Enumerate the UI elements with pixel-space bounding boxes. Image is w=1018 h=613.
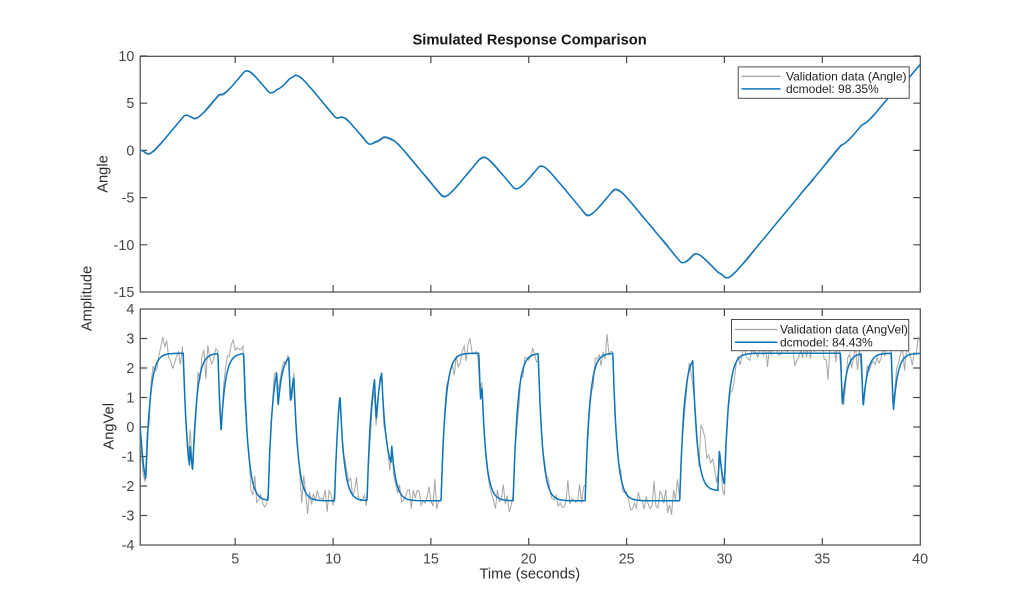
- svg-text:40: 40: [912, 552, 928, 568]
- svg-text:10: 10: [325, 552, 341, 568]
- svg-text:15: 15: [423, 552, 439, 568]
- svg-text:0: 0: [126, 420, 134, 436]
- svg-text:Simulated Response Comparison: Simulated Response Comparison: [412, 33, 646, 49]
- svg-text:Angle: Angle: [95, 155, 111, 193]
- svg-text:dcmodel: 84.43%: dcmodel: 84.43%: [780, 335, 873, 349]
- svg-text:-2: -2: [122, 479, 135, 495]
- svg-text:4: 4: [126, 302, 134, 318]
- svg-text:Validation data (AngVel): Validation data (AngVel): [780, 323, 908, 337]
- svg-text:-1: -1: [122, 450, 135, 466]
- svg-text:dcmodel: 98.35%: dcmodel: 98.35%: [786, 82, 879, 96]
- svg-text:-3: -3: [122, 509, 135, 525]
- svg-text:0: 0: [126, 143, 134, 159]
- svg-text:25: 25: [619, 552, 635, 568]
- svg-text:5: 5: [231, 552, 239, 568]
- svg-text:-4: -4: [122, 538, 135, 554]
- svg-text:5: 5: [126, 96, 134, 112]
- svg-text:Validation data (Angle): Validation data (Angle): [786, 70, 907, 84]
- svg-text:AngVel: AngVel: [102, 403, 118, 450]
- svg-text:2: 2: [126, 361, 134, 377]
- svg-text:-10: -10: [114, 238, 135, 254]
- svg-text:30: 30: [716, 552, 732, 568]
- svg-text:1: 1: [126, 391, 134, 407]
- svg-text:3: 3: [126, 332, 134, 348]
- svg-text:20: 20: [521, 552, 537, 568]
- svg-text:10: 10: [118, 49, 134, 65]
- svg-text:-15: -15: [114, 285, 135, 301]
- svg-text:-5: -5: [122, 191, 135, 207]
- svg-text:35: 35: [814, 552, 830, 568]
- svg-text:Amplitude: Amplitude: [79, 266, 95, 331]
- svg-text:Time (seconds): Time (seconds): [479, 567, 580, 583]
